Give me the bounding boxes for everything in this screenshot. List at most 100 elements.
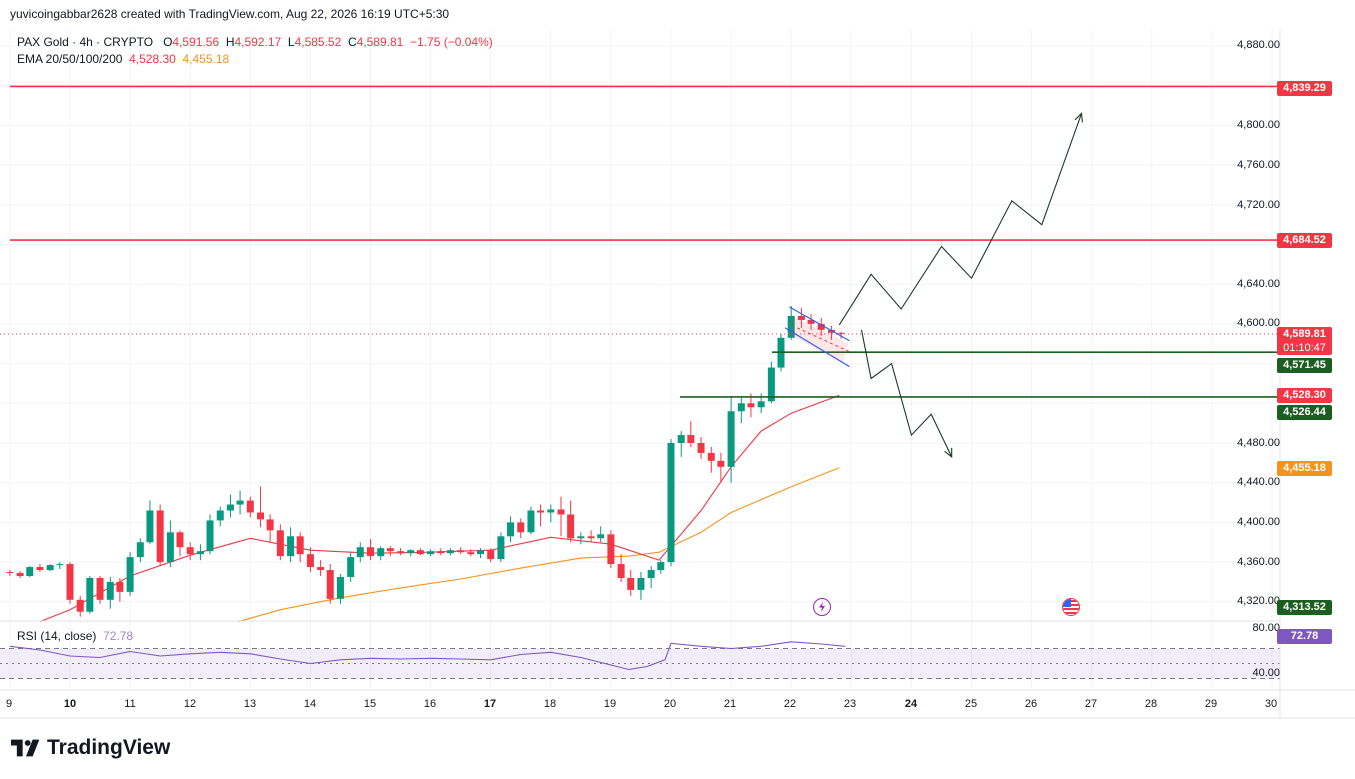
us-flag-event-icon[interactable]	[1062, 598, 1080, 616]
projection-up-arrow-head	[1074, 112, 1083, 123]
ema20-value: 4,528.30	[129, 52, 176, 66]
ema50-tag: 4,455.18	[1277, 461, 1332, 476]
candle-body	[747, 403, 755, 408]
candle-body	[196, 551, 204, 555]
lightning-event-icon[interactable]	[813, 598, 831, 616]
time-tick: 23	[843, 698, 857, 710]
candle	[647, 566, 655, 588]
candle	[627, 570, 635, 596]
candle-body	[206, 520, 214, 552]
candle	[517, 518, 525, 539]
candle	[306, 547, 314, 573]
candle	[287, 527, 295, 563]
price-tick: 4,320.00	[1237, 595, 1280, 607]
candle-body	[787, 315, 795, 338]
candle	[216, 506, 224, 527]
candle	[367, 539, 374, 561]
time-tick: 25	[964, 698, 978, 710]
candle-body	[116, 581, 124, 592]
ema50-value: 4,455.18	[182, 52, 230, 66]
time-tick: 28	[1144, 698, 1158, 710]
rsi-pane	[0, 641, 1280, 679]
candle	[727, 397, 735, 483]
candle-body	[527, 510, 535, 533]
candle	[657, 560, 665, 575]
ema-legend[interactable]: EMA 20/50/100/200 4,528.30 4,455.18	[17, 52, 229, 66]
candle	[176, 530, 184, 557]
candle-body	[637, 577, 645, 590]
flag-upper-line	[789, 306, 850, 342]
candle	[186, 542, 194, 561]
candle	[537, 504, 545, 527]
time-tick: 30	[1264, 698, 1278, 710]
time-tick: 24	[904, 698, 918, 710]
candle	[697, 437, 705, 459]
candle-body	[326, 570, 334, 599]
countdown-tag: 01:10:47	[1277, 341, 1332, 355]
candle-body	[607, 534, 615, 565]
time-tick: 14	[303, 698, 317, 710]
candle	[226, 494, 234, 518]
candle-body	[627, 577, 635, 590]
candle-body	[136, 542, 144, 558]
candle	[437, 548, 445, 556]
candle	[356, 542, 364, 563]
candle-body	[26, 567, 34, 576]
rsi-legend[interactable]: RSI (14, close) 72.78	[17, 629, 133, 643]
candle-body	[16, 573, 24, 576]
candle	[166, 520, 174, 568]
rsi-tick: 40.00	[1252, 667, 1280, 679]
resistance-2-tag: 4,684.52	[1277, 233, 1332, 248]
last-price-tag: 4,589.81	[1277, 327, 1332, 342]
open-value: 4,591.56	[172, 35, 220, 49]
candle-body	[817, 323, 825, 330]
candle-body	[437, 551, 445, 554]
price-tick: 4,640.00	[1237, 278, 1280, 290]
candle-body	[767, 367, 775, 402]
high-value: 4,592.17	[234, 35, 282, 49]
candle-body	[737, 403, 745, 412]
candle-body	[577, 536, 585, 539]
candle-body	[257, 512, 265, 520]
candle-body	[156, 510, 164, 563]
candle	[407, 549, 415, 557]
candle	[497, 532, 505, 563]
candle	[717, 452, 725, 483]
candle-body	[246, 500, 254, 513]
symbol-legend[interactable]: PAX Gold · 4h · CRYPTO O4,591.56 H4,592.…	[17, 35, 493, 49]
candle	[587, 530, 595, 543]
candle	[317, 560, 325, 576]
candle-body	[797, 315, 805, 320]
candle-body	[416, 550, 424, 555]
candle	[26, 566, 34, 577]
candle	[76, 595, 84, 617]
candle-body	[296, 536, 304, 555]
candle	[136, 538, 144, 563]
candle	[707, 446, 715, 473]
time-tick: 26	[1024, 698, 1038, 710]
candle-body	[226, 504, 234, 511]
candle	[106, 576, 114, 609]
candle-body	[317, 567, 325, 571]
close-label: C	[347, 35, 357, 49]
time-tick: 13	[243, 698, 257, 710]
candle	[96, 575, 104, 604]
candle-body	[287, 536, 295, 557]
candle	[557, 496, 565, 537]
price-tick: 4,400.00	[1237, 516, 1280, 528]
candle-body	[6, 572, 14, 574]
support-1-tag: 4,571.45	[1277, 358, 1332, 373]
candle-body	[276, 530, 284, 557]
candle-body	[397, 551, 405, 554]
candle	[577, 532, 585, 545]
candle	[276, 524, 284, 561]
candle-body	[66, 564, 74, 600]
tradingview-brand[interactable]: TradingView	[11, 736, 170, 760]
price-tick: 4,880.00	[1237, 39, 1280, 51]
candle	[386, 546, 394, 557]
candle	[257, 486, 265, 528]
candle	[667, 439, 675, 567]
candle-body	[126, 557, 134, 592]
flag-fill	[788, 315, 849, 364]
